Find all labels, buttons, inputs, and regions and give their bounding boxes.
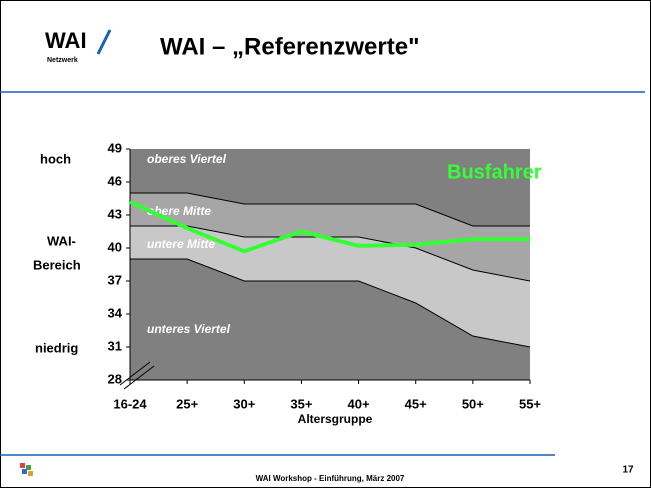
band-label: oberes Viertel: [147, 152, 227, 166]
y-tick-label: 49: [108, 140, 122, 155]
series-line: [129, 199, 530, 254]
axis-break: [119, 361, 151, 386]
x-tick-label: 50+: [462, 396, 484, 411]
quartile-line: [130, 192, 530, 227]
side-label: niedrig: [35, 340, 78, 355]
x-tick-label: 16-24: [113, 396, 147, 411]
y-tick-label: 43: [108, 206, 122, 221]
side-label: Bereich: [33, 257, 81, 272]
quartile-line: [130, 258, 531, 348]
series-label: Busfahrer: [447, 161, 542, 183]
x-tick-label: 30+: [233, 396, 255, 411]
slide-title: WAI – „Referenzwerte": [160, 33, 419, 60]
footer-icon: [20, 463, 33, 476]
band: [130, 259, 530, 380]
y-tick-label: 46: [108, 173, 122, 188]
band: [130, 149, 530, 226]
x-tick-label: 35+: [290, 396, 312, 411]
band-label: unteres Viertel: [147, 322, 231, 336]
x-tick-label: 45+: [405, 396, 427, 411]
footer-text: WAI Workshop - Einführung, März 2007: [256, 474, 405, 483]
side-label: WAI-: [47, 233, 76, 248]
logo: WAI: [45, 28, 87, 53]
logo-slash: [96, 29, 112, 55]
x-axis-title: Altersgruppe: [298, 412, 373, 426]
y-tick-label: 31: [108, 338, 122, 353]
axis-break: [123, 365, 155, 390]
x-tick-label: 25+: [176, 396, 198, 411]
x-tick-label: 55+: [519, 396, 541, 411]
y-tick-label: 34: [108, 305, 123, 320]
band: [130, 226, 530, 347]
y-tick-label: 40: [108, 239, 122, 254]
y-tick-label: 28: [108, 371, 122, 386]
band-label: untere Mitte: [147, 237, 215, 251]
page-number: 17: [622, 465, 634, 476]
y-tick-label: 37: [108, 272, 122, 287]
side-label: hoch: [40, 151, 71, 166]
band-label: obere Mitte: [147, 204, 211, 218]
x-tick-label: 40+: [348, 396, 370, 411]
logo-sub: Netzwerk: [47, 57, 78, 64]
